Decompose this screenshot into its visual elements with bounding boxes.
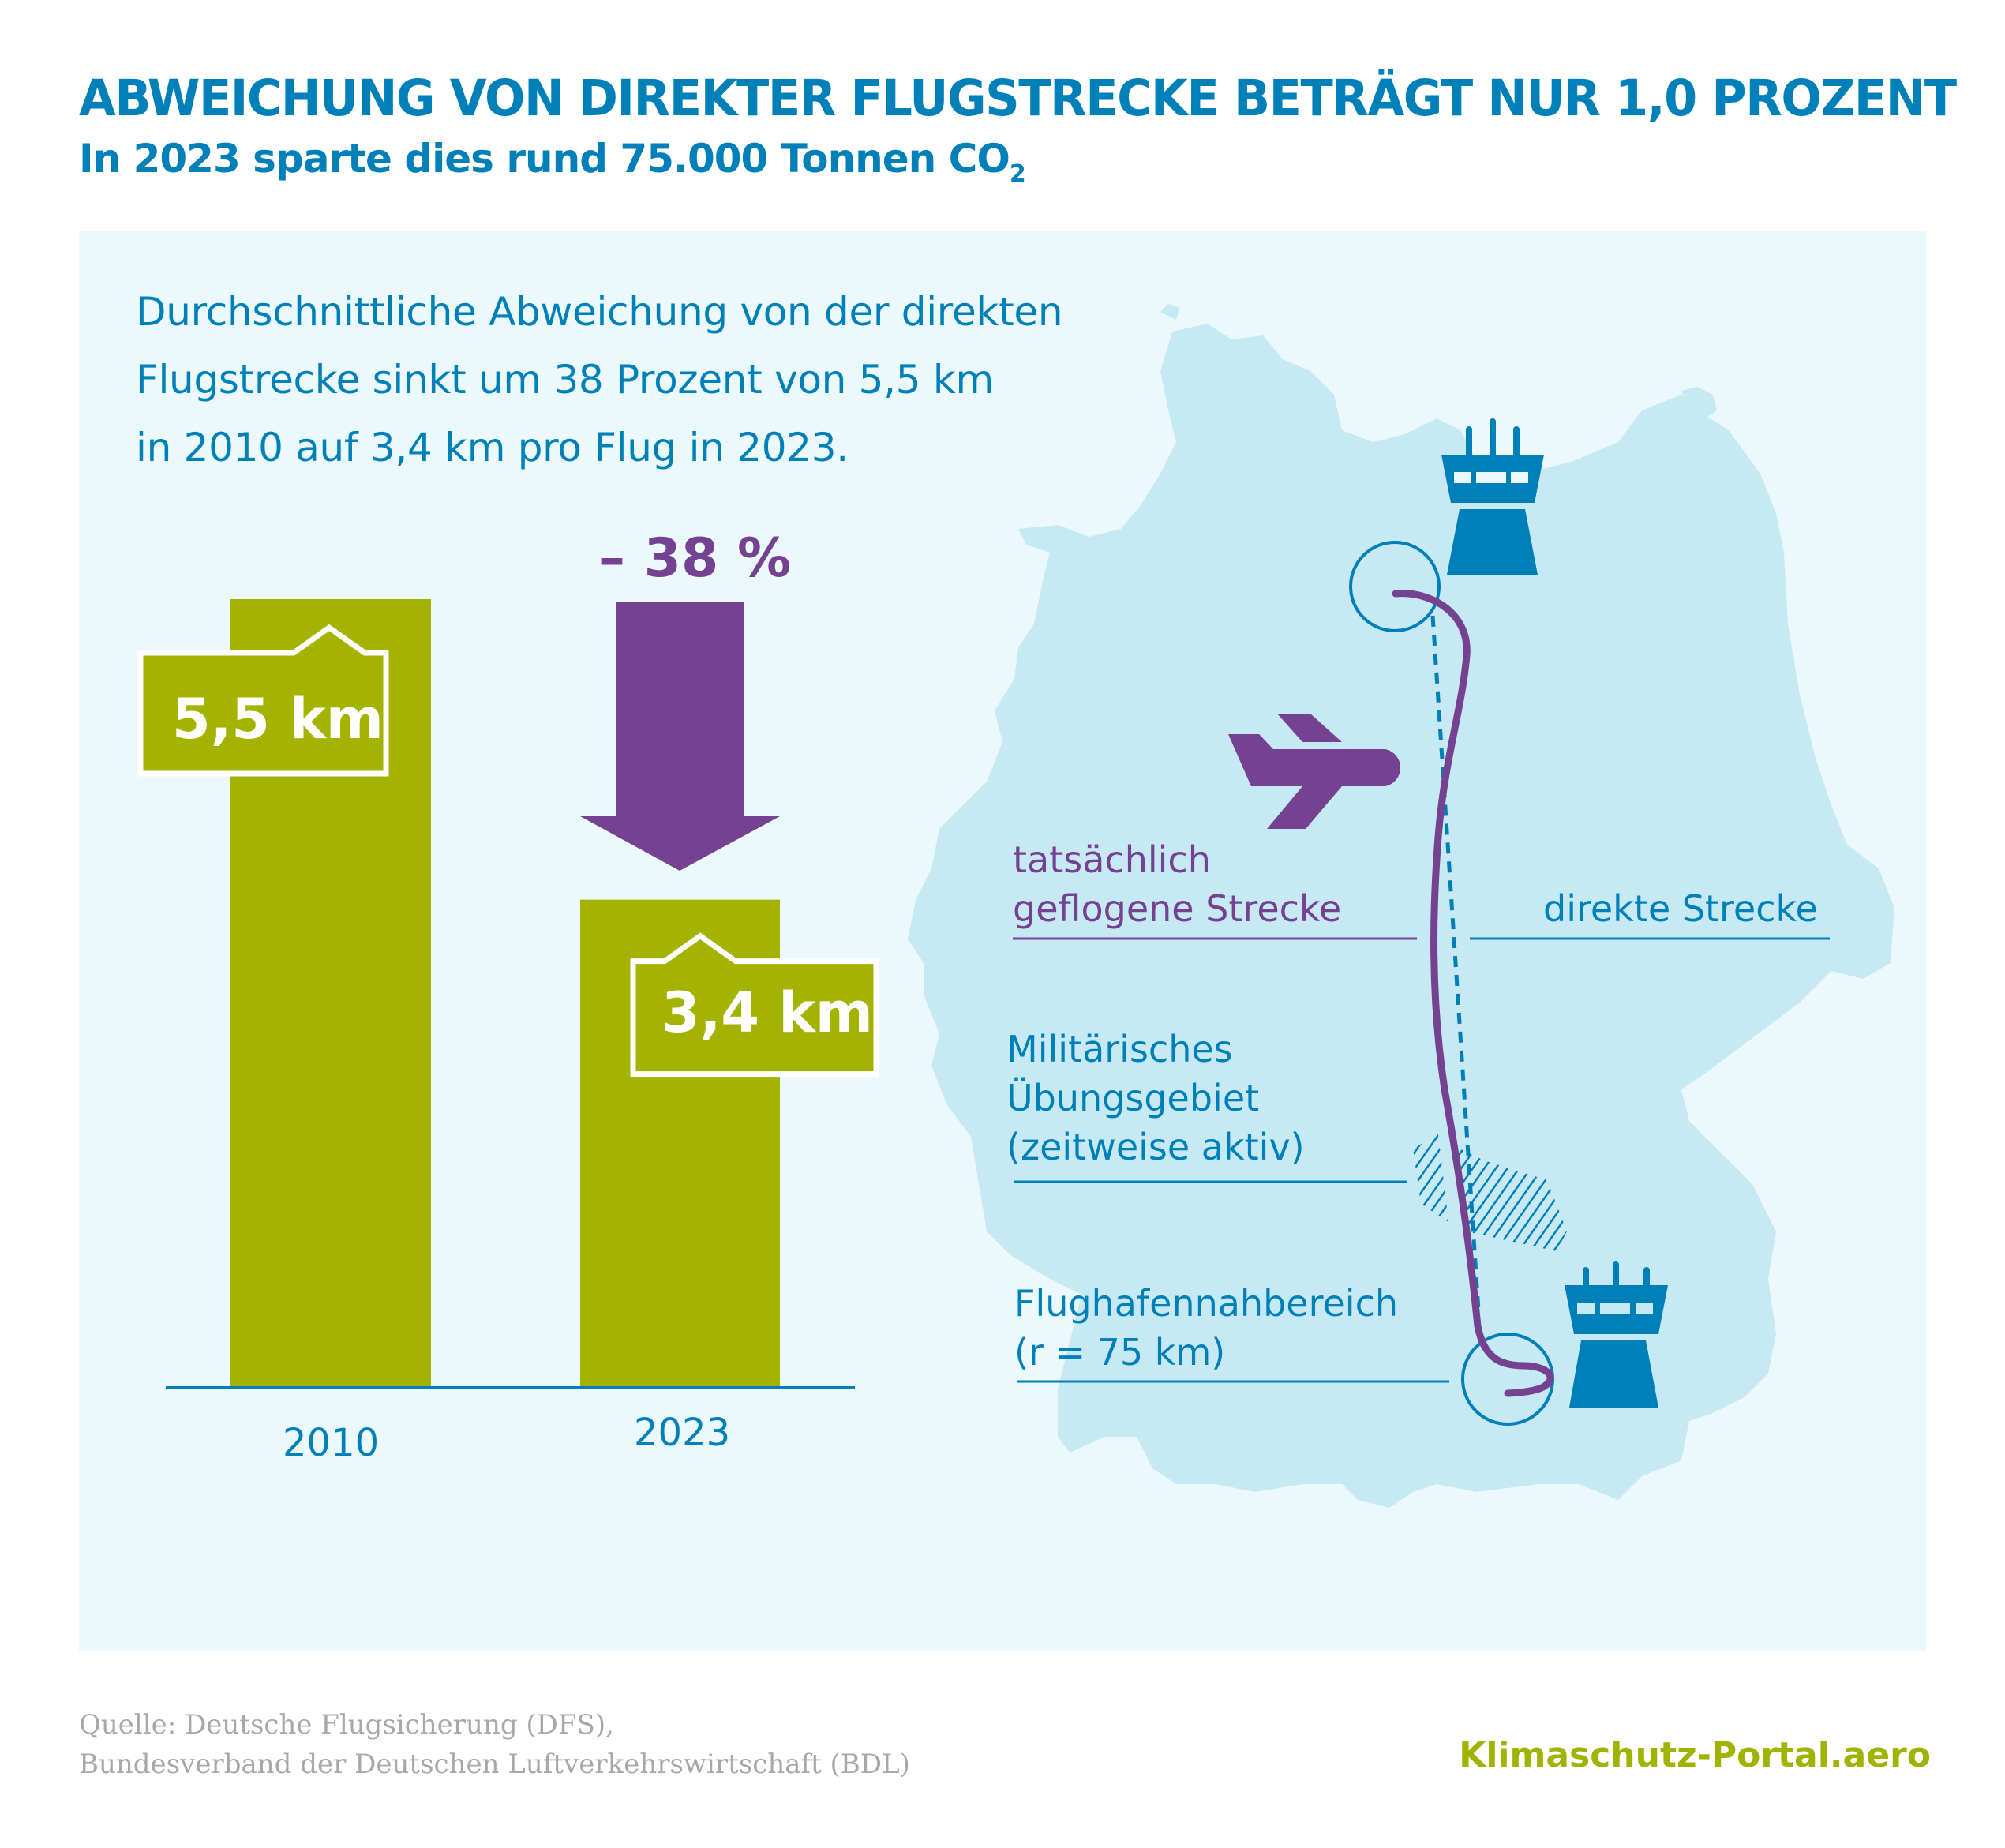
military-area-east	[1455, 1146, 1567, 1251]
value-badge-2010	[137, 624, 389, 777]
germany-map	[908, 324, 1894, 1508]
military-area-west	[1413, 1134, 1448, 1222]
value-badge-2023	[630, 932, 879, 1078]
value-label-2023: 3,4 km	[661, 980, 873, 1045]
actual-route-line	[1392, 590, 1554, 1397]
value-label-2010: 5,5 km	[172, 687, 384, 752]
airport-label-line2: (r = 75 km)	[1014, 1331, 1226, 1374]
military-label-line1: Militärisches	[1006, 1028, 1233, 1070]
source-line2: Bundesverband der Deutschen Luftverkehrs…	[79, 1749, 910, 1780]
control-tower-icon-south	[1565, 1261, 1668, 1408]
airplane-icon	[1228, 714, 1401, 829]
direct-route-label: direkte Strecke	[1543, 887, 1818, 930]
x-tick-label-2023: 2023	[634, 1411, 731, 1455]
page-subtitle: In 2023 sparte dies rund 75.000 Tonnen C…	[79, 136, 1026, 188]
page-title: ABWEICHUNG VON DIREKTER FLUGSTRECKE BETR…	[79, 69, 1957, 127]
direct-route-line	[1430, 615, 1481, 1311]
airport-area-label: Flughafennahbereich (r = 75 km)	[1014, 1279, 1398, 1377]
military-label-line3: (zeitweise aktiv)	[1006, 1126, 1305, 1168]
change-percent-label: – 38 %	[598, 527, 792, 590]
actual-route-label: tatsächlich geflogene Strecke	[1013, 835, 1341, 933]
intro-line: in 2010 auf 3,4 km pro Flug in 2023.	[136, 425, 849, 470]
actual-route-label-line1: tatsächlich	[1013, 838, 1211, 881]
military-area-label: Militärisches Übungsgebiet (zeitweise ak…	[1006, 1025, 1305, 1171]
intro-line: Flugstrecke sinkt um 38 Prozent von 5,5 …	[136, 357, 994, 403]
military-label-line2: Übungsgebiet	[1006, 1077, 1260, 1119]
brand-link[interactable]: Klimaschutz-Portal.aero	[1459, 1735, 1931, 1775]
airport-radius-circle-north	[1349, 541, 1441, 632]
map-island-north	[1160, 304, 1180, 320]
airport-label-line1: Flughafennahbereich	[1014, 1282, 1399, 1325]
source-line1: Quelle: Deutsche Flugsicherung (DFS),	[79, 1709, 614, 1741]
subtitle-subscript: 2	[1009, 160, 1026, 188]
source-credit: Quelle: Deutsche Flugsicherung (DFS), Bu…	[79, 1705, 910, 1784]
intro-line: Durchschnittliche Abweichung von der dir…	[136, 289, 1063, 335]
control-tower-icon-north	[1441, 418, 1544, 575]
actual-route-label-line2: geflogene Strecke	[1013, 887, 1342, 930]
x-tick-label-2010: 2010	[283, 1421, 380, 1465]
intro-text: Durchschnittliche Abweichung von der dir…	[136, 278, 1162, 482]
decrease-arrow-icon	[580, 602, 780, 871]
subtitle-text: In 2023 sparte dies rund 75.000 Tonnen C…	[79, 136, 1010, 182]
map-island-east	[1681, 387, 1717, 418]
